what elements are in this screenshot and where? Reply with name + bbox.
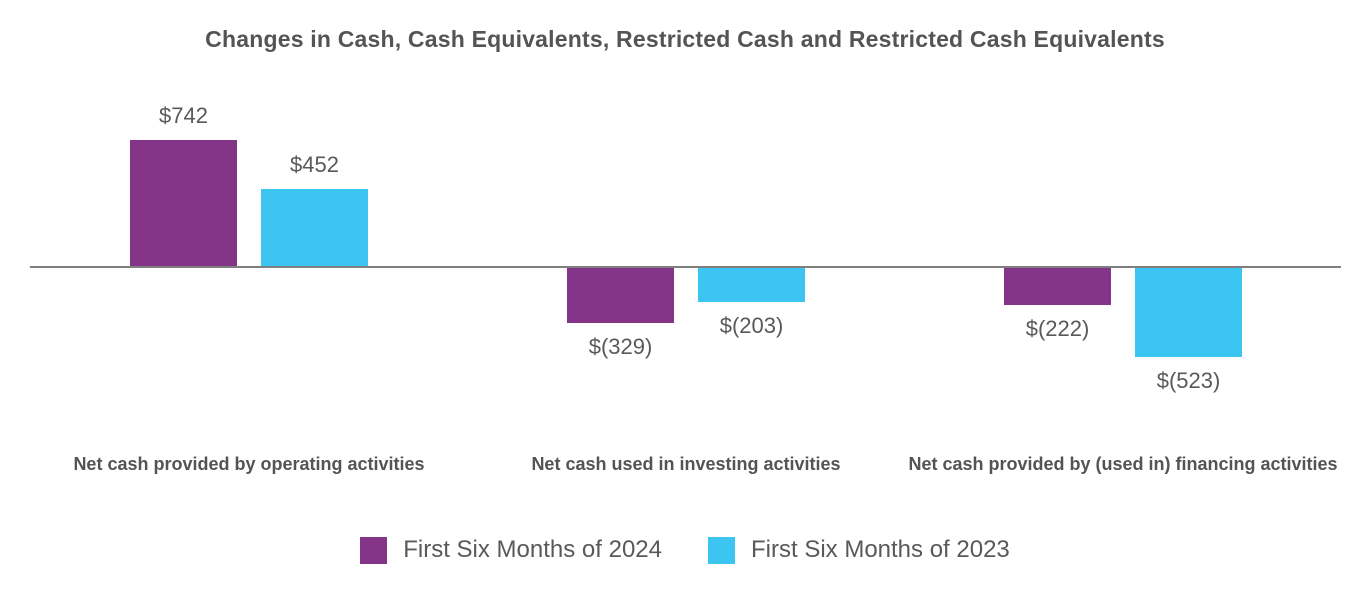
legend: First Six Months of 2024 First Six Month…: [0, 536, 1370, 564]
bar-value-label-series0-cat1: $(329): [588, 334, 653, 359]
legend-swatch-2024: [360, 536, 388, 564]
category-label-investing: Net cash used in investing activities: [531, 454, 841, 474]
legend-label-2023: First Six Months of 2023: [751, 536, 1010, 563]
x-axis-line: [30, 266, 1341, 268]
category-label-financing: Net cash provided by (used in) financing…: [908, 454, 1338, 474]
chart-title: Changes in Cash, Cash Equivalents, Restr…: [205, 26, 1165, 52]
bar-value-label-series1-cat1: $(203): [719, 313, 784, 338]
bar-series1-cat2: [1135, 267, 1242, 357]
legend-swatch-2023: [708, 536, 735, 564]
bar-series0-cat1: [567, 267, 674, 323]
bar-series0-cat2: [1004, 267, 1111, 305]
bar-series1-cat0: [261, 189, 368, 267]
bar-series0-cat0: [130, 140, 237, 267]
bar-series1-cat1: [698, 267, 805, 302]
category-label-operating: Net cash provided by operating activitie…: [73, 454, 425, 474]
bar-value-label-series0-cat2: $(222): [1025, 316, 1090, 341]
legend-item-2024: First Six Months of 2024: [360, 536, 662, 564]
legend-label-2024: First Six Months of 2024: [403, 536, 662, 563]
bar-value-label-series1-cat2: $(523): [1156, 368, 1221, 393]
bar-value-label-series0-cat0: $742: [159, 103, 208, 128]
bar-value-label-series1-cat0: $452: [290, 152, 339, 177]
legend-item-2023: First Six Months of 2023: [708, 536, 1010, 564]
